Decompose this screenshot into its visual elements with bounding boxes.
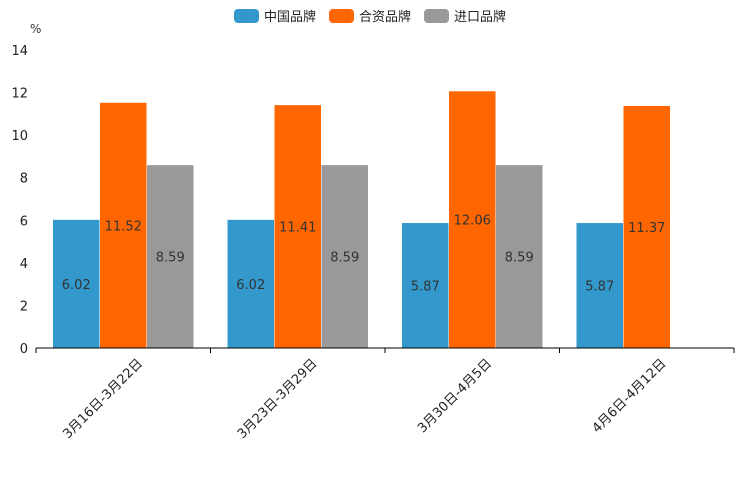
x-tick-label: 3月23日-3月29日 <box>235 356 321 442</box>
bar <box>402 223 449 348</box>
y-tick-label: 10 <box>11 129 28 144</box>
x-axis: 3月16日-3月22日 3月23日-3月29日 3月30日-4月5日 4月6日-4月1… <box>35 347 735 442</box>
bars: 6.02 6.02 5.87 5.87 11.52 11.41 12.06 11.37 8.59… <box>53 91 670 349</box>
data-label: 8.59 <box>505 251 534 266</box>
legend-label: 进口品牌 <box>454 9 506 25</box>
data-label: 5.87 <box>411 280 440 295</box>
y-tick-label: 8 <box>20 172 28 187</box>
bar <box>227 219 274 348</box>
bar <box>576 223 623 348</box>
legend: 中国品牌 合资品牌 进口品牌 <box>234 9 506 25</box>
data-label: 5.87 <box>585 280 614 295</box>
data-label: 8.59 <box>156 251 185 266</box>
x-tick-label: 3月30日-4月5日 <box>415 356 495 436</box>
bar <box>496 165 543 348</box>
data-label: 6.02 <box>62 278 91 293</box>
data-label: 12.06 <box>454 214 491 229</box>
bar <box>449 91 496 349</box>
y-unit-label: % <box>30 22 41 36</box>
legend-label: 中国品牌 <box>264 9 316 25</box>
x-tick-label: 3月16日-3月22日 <box>60 356 146 442</box>
legend-label: 合资品牌 <box>359 9 411 25</box>
legend-swatch <box>234 9 259 23</box>
bar <box>321 165 368 348</box>
bar <box>147 165 194 348</box>
data-label: 11.41 <box>279 221 316 236</box>
y-tick-label: 4 <box>20 257 28 272</box>
y-tick-label: 12 <box>11 87 28 102</box>
y-tick-label: 6 <box>20 214 28 229</box>
data-label: 6.02 <box>236 278 265 293</box>
data-label: 11.52 <box>105 219 142 234</box>
y-tick-label: 2 <box>20 299 28 314</box>
bar <box>100 102 147 348</box>
x-tick-label: 4月6日-4月12日 <box>590 356 670 436</box>
y-axis: 0 2 4 6 8 10 12 14 <box>11 44 28 357</box>
bar <box>274 105 321 348</box>
data-label: 8.59 <box>330 251 359 266</box>
legend-swatch <box>424 9 449 23</box>
y-tick-label: 14 <box>11 44 28 59</box>
data-label: 11.37 <box>628 221 665 236</box>
bar <box>623 105 670 348</box>
legend-swatch <box>329 9 354 23</box>
y-tick-label: 0 <box>20 342 28 357</box>
bar <box>53 219 100 348</box>
